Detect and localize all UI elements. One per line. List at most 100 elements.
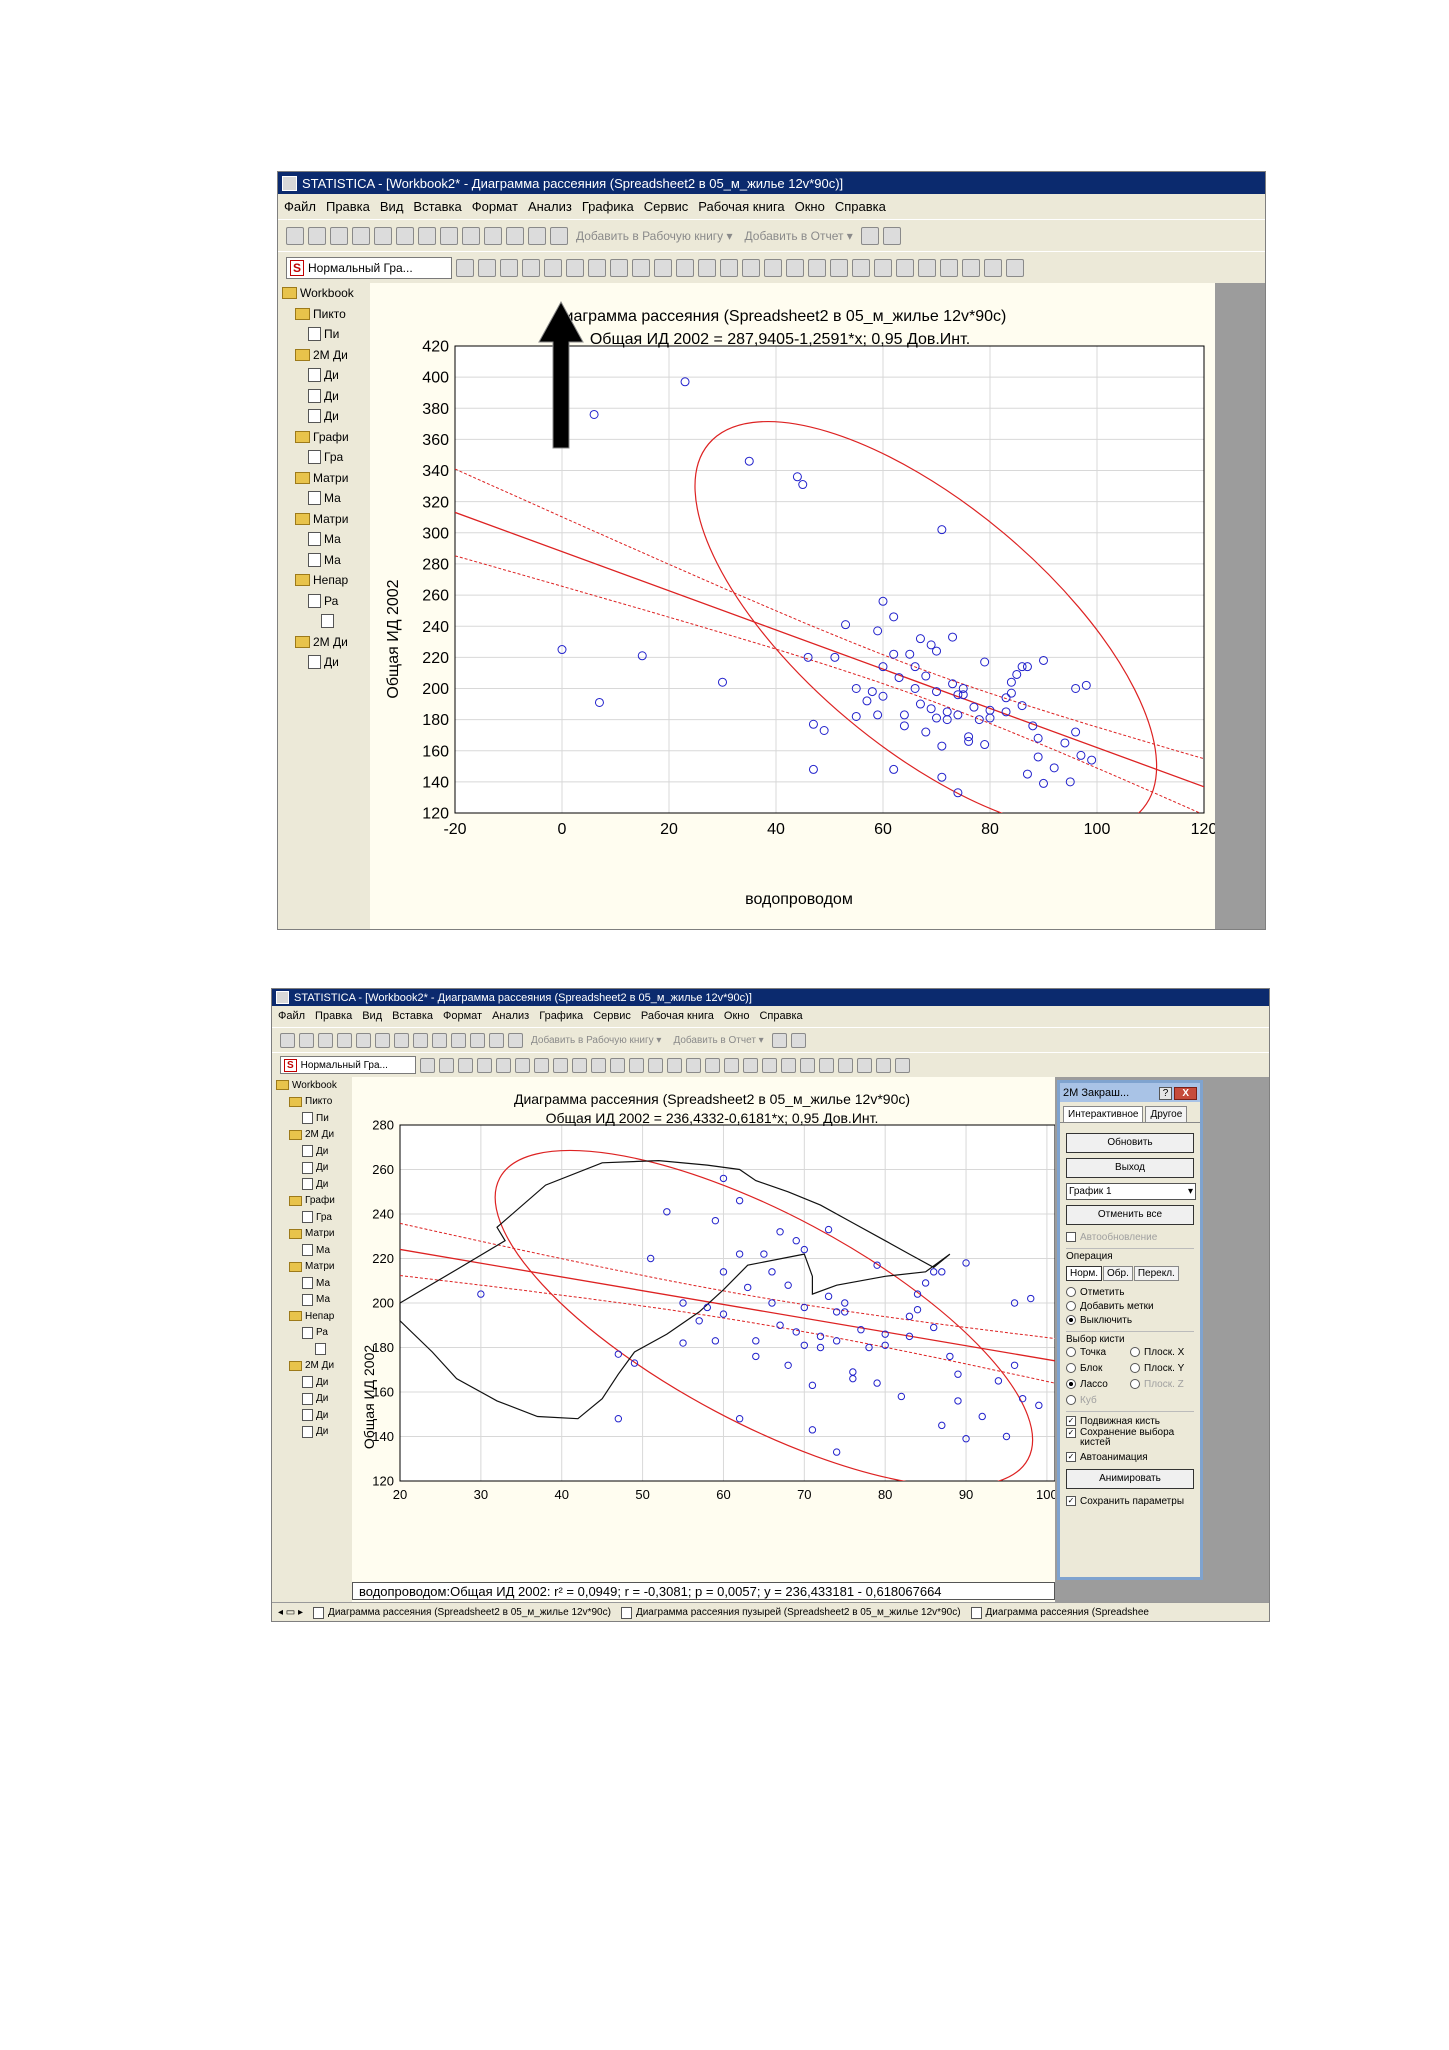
edit-icon[interactable] (742, 258, 760, 277)
edit-3-icon[interactable] (786, 258, 804, 277)
tree-item[interactable]: Ди (272, 1407, 352, 1424)
menu-edit[interactable]: Правка (315, 1010, 353, 1022)
menu-analysis[interactable]: Анализ (492, 1010, 530, 1022)
tree-item[interactable]: Ма (278, 529, 370, 550)
tree-item[interactable]: Ди (278, 406, 370, 427)
brush-icon[interactable] (720, 258, 738, 277)
edit-2-icon[interactable] (764, 258, 782, 277)
font-size-icon[interactable] (984, 258, 1002, 277)
font-size-icon[interactable] (876, 1057, 891, 1073)
layers-2-icon[interactable] (857, 1057, 872, 1073)
tree-item[interactable]: Матри (272, 1259, 352, 1276)
zoom-clear-icon[interactable] (610, 1057, 625, 1073)
add-to-workbook-button[interactable]: Добавить в Рабочую книгу ▾ (531, 1034, 662, 1046)
add-to-report-button[interactable]: Добавить в Отчет ▾ (744, 228, 853, 243)
graph-options-icon[interactable] (500, 258, 518, 277)
graph-export-icon[interactable] (544, 258, 562, 277)
tab-scatter-2[interactable]: Диаграмма рассеяния (Spreadshee (970, 1606, 1149, 1619)
tree-item[interactable]: 2М Ди (272, 1127, 352, 1144)
book-icon[interactable] (860, 226, 879, 245)
paste-icon[interactable] (440, 226, 458, 245)
graph-tool-icon[interactable] (456, 258, 474, 277)
menu-graphics[interactable]: Графика (539, 1010, 584, 1022)
menu-analysis[interactable]: Анализ (527, 198, 572, 214)
edit-7-icon[interactable] (781, 1057, 796, 1073)
unmark-all-button[interactable]: Отменить все (1066, 1205, 1194, 1225)
edit-4-icon[interactable] (724, 1057, 739, 1073)
align-2-icon[interactable] (819, 1057, 834, 1073)
cut-icon[interactable] (375, 1032, 390, 1048)
tree-item[interactable]: Гра (278, 447, 370, 468)
tree-item[interactable]: Матри (272, 1226, 352, 1243)
layers-icon[interactable] (940, 258, 958, 277)
tab-scroll-left-icon[interactable]: ◂ ▭ ▸ (278, 1607, 304, 1618)
brush-block-radio[interactable]: Блок (1066, 1361, 1130, 1375)
autoanimation-checkbox[interactable]: ✓ Автоанимация (1066, 1450, 1194, 1464)
zoom-out-icon[interactable] (632, 258, 650, 277)
brush-plane-z-radio[interactable]: Плоск. Z (1130, 1377, 1194, 1391)
brush-plane-x-radio[interactable]: Плоск. X (1130, 1345, 1194, 1359)
menu-workbook[interactable]: Рабочая книга (640, 1010, 714, 1022)
tree-item[interactable]: Ди (272, 1143, 352, 1160)
help-button[interactable]: ? (1158, 1086, 1173, 1100)
menu-window[interactable]: Окно (723, 1010, 750, 1022)
cut-icon[interactable] (396, 226, 414, 245)
update-button[interactable]: Обновить (1066, 1133, 1194, 1153)
edit-icon[interactable] (667, 1057, 682, 1073)
tree-item[interactable]: Графи (278, 427, 370, 448)
graph-data-icon[interactable] (477, 1057, 492, 1073)
edit-5-icon[interactable] (830, 258, 848, 277)
edit-2-icon[interactable] (686, 1057, 701, 1073)
op-exclude-radio[interactable]: Выключить (1066, 1313, 1194, 1327)
style-combo[interactable]: S Нормальный Гра... (280, 1056, 416, 1074)
edit-6-icon[interactable] (852, 258, 870, 277)
menu-view[interactable]: Вид (362, 1010, 383, 1022)
menu-file[interactable]: Файл (284, 198, 316, 214)
mode-obr-button[interactable]: Обр. (1103, 1266, 1133, 1281)
tree-item[interactable]: Ди (272, 1176, 352, 1193)
tree-item[interactable]: Гра (272, 1209, 352, 1226)
open-icon[interactable] (308, 226, 326, 245)
undo-icon[interactable] (451, 1032, 466, 1048)
save-brush-selection-checkbox[interactable]: ✓ Сохранение выбора кистей (1066, 1428, 1194, 1450)
redo-icon[interactable] (506, 226, 524, 245)
zoom-reset-icon[interactable] (591, 1057, 606, 1073)
menu-tools[interactable]: Сервис (593, 1010, 631, 1022)
graph-data-icon[interactable] (522, 258, 540, 277)
tree-item[interactable]: Пикто (272, 1094, 352, 1111)
tree-item[interactable]: Ма (272, 1242, 352, 1259)
undo-icon[interactable] (484, 226, 502, 245)
tree-item[interactable]: Ди (278, 365, 370, 386)
menu-tools[interactable]: Сервис (643, 198, 689, 214)
print-icon[interactable] (352, 226, 370, 245)
copy-icon[interactable] (394, 1032, 409, 1048)
copy-icon[interactable] (418, 226, 436, 245)
open-icon[interactable] (299, 1032, 314, 1048)
tree-item[interactable]: Ма (278, 488, 370, 509)
paste-icon[interactable] (413, 1032, 428, 1048)
auto-update-checkbox[interactable]: Автообновление (1066, 1230, 1194, 1244)
brush-plane-y-radio[interactable]: Плоск. Y (1130, 1361, 1194, 1375)
zoom-out-icon[interactable] (572, 1057, 587, 1073)
tree-item[interactable]: Workbook (272, 1077, 352, 1094)
new-icon[interactable] (286, 226, 304, 245)
exit-button[interactable]: Выход (1066, 1158, 1194, 1178)
tree-item[interactable]: Ра (278, 591, 370, 612)
tree-item[interactable]: Непар (272, 1308, 352, 1325)
graph-layout-icon[interactable] (515, 1057, 530, 1073)
brush-point-radio[interactable]: Точка (1066, 1345, 1130, 1359)
replace-icon[interactable] (508, 1032, 523, 1048)
redo-icon[interactable] (470, 1032, 485, 1048)
menu-edit[interactable]: Правка (325, 198, 370, 214)
tree-item[interactable]: Ди (272, 1160, 352, 1177)
menu-file[interactable]: Файл (278, 1010, 306, 1022)
book-icon[interactable] (771, 1032, 787, 1048)
tree-item[interactable]: 2М Ди (278, 345, 370, 366)
mode-norm-button[interactable]: Норм. (1066, 1266, 1102, 1281)
zoom-tool-icon[interactable] (439, 1057, 454, 1073)
tree-item[interactable]: Матри (278, 509, 370, 530)
movable-brush-checkbox[interactable]: ✓ Подвижная кисть (1066, 1414, 1194, 1428)
mode-toggle-button[interactable]: Перекл. (1133, 1266, 1179, 1281)
save-icon[interactable] (330, 226, 348, 245)
format-painter-icon[interactable] (462, 226, 480, 245)
